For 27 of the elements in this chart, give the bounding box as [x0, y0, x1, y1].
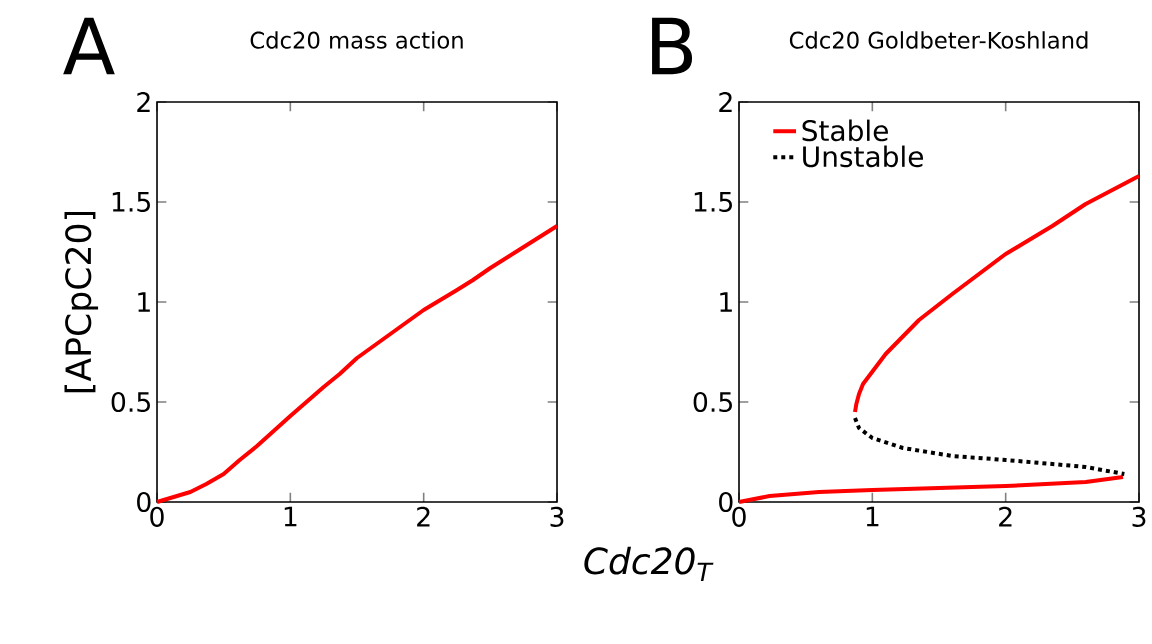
- x-tick-label: 3: [550, 506, 564, 527]
- x-tick-label: 0: [732, 506, 746, 527]
- y-axis-title: [APCpC20]: [64, 211, 99, 393]
- x-tick-label: 3: [1132, 506, 1146, 527]
- text: A: [63, 17, 115, 75]
- line-series: [853, 416, 1127, 476]
- x-tick-label: 2: [417, 506, 430, 527]
- text: B: [652, 17, 693, 75]
- y-tick-label: 1.5: [112, 192, 150, 212]
- y-tick-label: 2: [137, 92, 150, 112]
- legend-label: Unstable: [803, 145, 923, 168]
- x-tick-label: 0: [150, 506, 164, 527]
- y-tick-label: 0: [137, 491, 151, 513]
- chart-title: Cdc20 mass action: [250, 31, 463, 49]
- y-tick-label: 2: [719, 92, 732, 112]
- chart-title: Cdc20 Goldbeter-Koshland: [789, 31, 1088, 49]
- y-tick-label: 0: [719, 491, 733, 513]
- y-tick-label: 1.5: [694, 192, 732, 212]
- x-tick-label: 2: [999, 506, 1012, 527]
- legend-label: Stable: [802, 119, 888, 142]
- y-tick-label: 0.5: [111, 391, 150, 413]
- y-tick-label: 1: [720, 292, 732, 312]
- x-tick-label: 1: [284, 506, 297, 527]
- y-tick-label: 0.5: [693, 391, 732, 413]
- x-tick-label: 1: [866, 506, 879, 527]
- y-tick-label: 1: [138, 292, 150, 312]
- x-axis-title: Cdc20$_{T}$: [584, 546, 714, 581]
